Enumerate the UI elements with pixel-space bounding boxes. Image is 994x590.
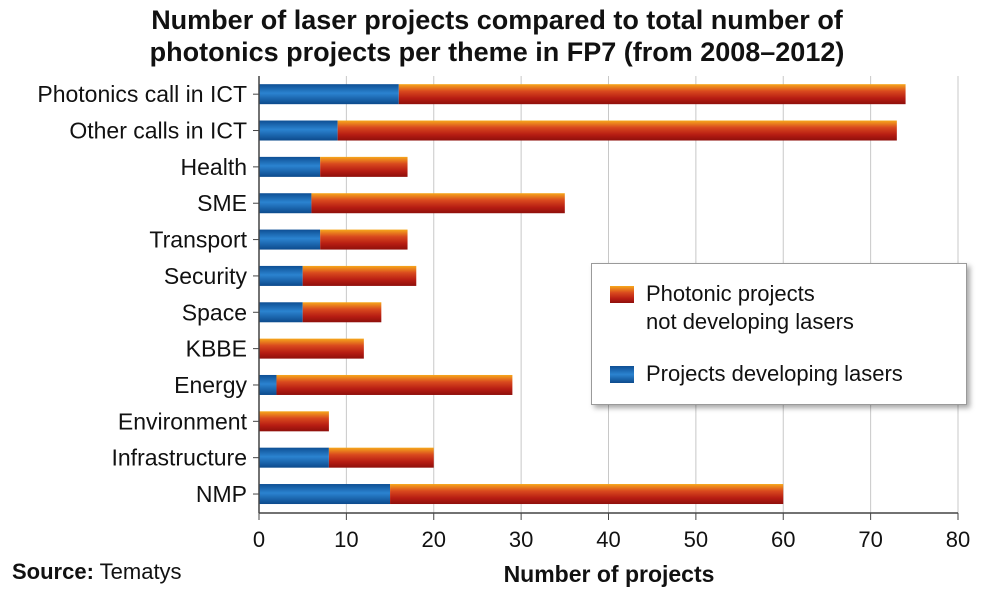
category-label-security: Security bbox=[164, 263, 248, 289]
bar-projects-developing-lasers-health bbox=[259, 156, 321, 177]
bar-projects-developing-lasers-photonics-call-in-ict bbox=[259, 84, 399, 105]
source-label: Source: bbox=[12, 559, 94, 584]
legend: Photonic projects not developing lasers … bbox=[591, 263, 967, 405]
chart-title-line-2: photonics projects per theme in FP7 (fro… bbox=[149, 37, 845, 67]
chart-title: Number of laser projects compared to tot… bbox=[0, 4, 994, 68]
x-tick-label-0: 0 bbox=[253, 527, 265, 552]
legend-label-not-lasers-line-2: not developing lasers bbox=[646, 309, 854, 334]
legend-swatch-not-lasers bbox=[610, 286, 634, 303]
source-note: Source: Tematys bbox=[12, 559, 182, 585]
source-value: Tematys bbox=[99, 559, 182, 584]
bar-photonic-projects-not-developing-lasers-nmp bbox=[390, 484, 784, 505]
bar-projects-developing-lasers-sme bbox=[259, 193, 312, 214]
category-label-space: Space bbox=[182, 299, 247, 325]
category-label-environment: Environment bbox=[118, 408, 248, 434]
x-tick-label-80: 80 bbox=[946, 527, 970, 552]
bar-projects-developing-lasers-energy bbox=[259, 374, 277, 395]
x-tick-label-40: 40 bbox=[596, 527, 620, 552]
x-axis-label: Number of projects bbox=[504, 561, 715, 587]
bars bbox=[259, 84, 906, 505]
bar-photonic-projects-not-developing-lasers-infrastructure bbox=[328, 447, 434, 468]
x-tick-label-50: 50 bbox=[684, 527, 708, 552]
category-labels: Photonics call in ICT Other calls in ICT H… bbox=[37, 81, 247, 507]
bar-photonic-projects-not-developing-lasers-health bbox=[320, 156, 408, 177]
legend-label-not-lasers: Photonic projects not developing lasers bbox=[646, 280, 854, 336]
bar-photonic-projects-not-developing-lasers-environment bbox=[259, 411, 329, 432]
bar-projects-developing-lasers-security bbox=[259, 265, 303, 286]
legend-label-not-lasers-line-1: Photonic projects bbox=[646, 281, 815, 306]
bar-photonic-projects-not-developing-lasers-transport bbox=[320, 229, 408, 250]
bar-projects-developing-lasers-transport bbox=[259, 229, 321, 250]
category-label-health: Health bbox=[181, 154, 247, 180]
tick-labels: 0 10 20 30 40 50 60 70 80 bbox=[253, 527, 970, 552]
category-label-kbbe: KBBE bbox=[186, 336, 247, 362]
x-tick-label-20: 20 bbox=[422, 527, 446, 552]
bar-photonic-projects-not-developing-lasers-security bbox=[302, 265, 417, 286]
legend-swatch-lasers bbox=[610, 366, 634, 383]
category-label-other-calls-in-ict: Other calls in ICT bbox=[69, 118, 247, 144]
bar-projects-developing-lasers-other-calls-in-ict bbox=[259, 120, 338, 141]
x-tick-label-70: 70 bbox=[858, 527, 882, 552]
axes bbox=[253, 76, 959, 520]
bar-photonic-projects-not-developing-lasers-space bbox=[302, 302, 382, 323]
category-label-energy: Energy bbox=[174, 372, 247, 398]
bar-projects-developing-lasers-infrastructure bbox=[259, 447, 329, 468]
x-tick-label-10: 10 bbox=[334, 527, 358, 552]
category-label-nmp: NMP bbox=[196, 481, 247, 507]
bar-photonic-projects-not-developing-lasers-sme bbox=[311, 193, 565, 214]
x-tick-label-60: 60 bbox=[771, 527, 795, 552]
bar-photonic-projects-not-developing-lasers-other-calls-in-ict bbox=[337, 120, 897, 141]
bar-projects-developing-lasers-nmp bbox=[259, 484, 391, 505]
bar-photonic-projects-not-developing-lasers-kbbe bbox=[259, 338, 364, 359]
category-label-transport: Transport bbox=[149, 227, 247, 253]
category-label-photonics-call-in-ict: Photonics call in ICT bbox=[37, 81, 247, 107]
category-label-infrastructure: Infrastructure bbox=[112, 445, 248, 471]
category-label-sme: SME bbox=[197, 190, 247, 216]
bar-photonic-projects-not-developing-lasers-energy bbox=[276, 374, 513, 395]
chart-title-line-1: Number of laser projects compared to tot… bbox=[151, 5, 843, 35]
legend-label-lasers: Projects developing lasers bbox=[646, 361, 903, 386]
bar-photonic-projects-not-developing-lasers-photonics-call-in-ict bbox=[398, 84, 906, 105]
bar-projects-developing-lasers-space bbox=[259, 302, 303, 323]
x-tick-label-30: 30 bbox=[509, 527, 533, 552]
